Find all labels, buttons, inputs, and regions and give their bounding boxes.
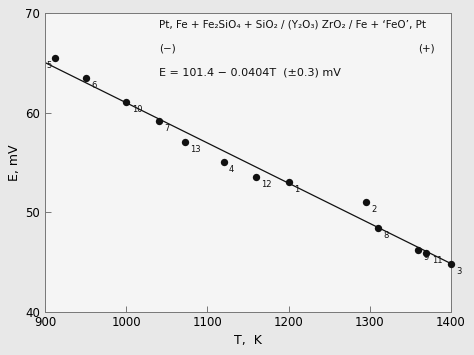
Point: [423, 250, 430, 256]
Text: E = 101.4 − 0.0404T  (±0.3) mV: E = 101.4 − 0.0404T (±0.3) mV: [159, 67, 341, 77]
Text: 4: 4: [229, 165, 234, 174]
X-axis label: T,  K: T, K: [234, 334, 262, 347]
Point: [82, 75, 90, 81]
Point: [374, 225, 382, 231]
Text: 13: 13: [190, 144, 201, 154]
Text: 3: 3: [456, 267, 462, 276]
Point: [415, 247, 422, 253]
Text: 6: 6: [91, 81, 97, 90]
Point: [155, 118, 163, 124]
Point: [447, 261, 455, 267]
Text: 8: 8: [383, 231, 389, 240]
Text: 7: 7: [164, 124, 170, 133]
Text: 10: 10: [132, 105, 142, 114]
Text: 5: 5: [46, 61, 52, 70]
Point: [220, 160, 228, 165]
Point: [285, 180, 292, 185]
Text: 11: 11: [432, 256, 442, 265]
Text: 9: 9: [424, 253, 429, 262]
Point: [51, 55, 59, 61]
Point: [181, 139, 189, 144]
Text: 2: 2: [371, 205, 376, 214]
Text: (+): (+): [419, 43, 435, 53]
Text: 12: 12: [262, 180, 272, 189]
Text: (−): (−): [159, 43, 175, 53]
Y-axis label: E, mV: E, mV: [9, 144, 21, 181]
Point: [252, 175, 260, 180]
Point: [123, 99, 130, 105]
Text: 1: 1: [294, 185, 299, 194]
Point: [362, 200, 369, 205]
Text: Pt, Fe + Fe₂SiO₄ + SiO₂ / (Y₂O₃) ZrO₂ / Fe + ‘FeO’, Pt: Pt, Fe + Fe₂SiO₄ + SiO₂ / (Y₂O₃) ZrO₂ / …: [159, 19, 426, 29]
